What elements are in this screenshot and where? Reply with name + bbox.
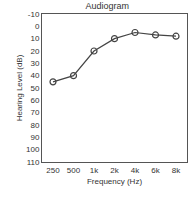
svg-text:20: 20 [30,47,39,56]
svg-text:Frequency (Hz): Frequency (Hz) [87,177,142,186]
svg-text:Audiogram: Audiogram [85,1,129,11]
svg-text:30: 30 [30,59,39,68]
svg-text:60: 60 [30,96,39,105]
svg-text:2k: 2k [110,166,119,175]
svg-text:250: 250 [46,166,60,175]
svg-text:6k: 6k [151,166,160,175]
svg-text:8k: 8k [172,166,181,175]
svg-text:1k: 1k [90,166,99,175]
svg-text:90: 90 [30,133,39,142]
svg-text:10: 10 [30,34,39,43]
svg-text:80: 80 [30,121,39,130]
svg-text:100: 100 [26,145,40,154]
svg-text:70: 70 [30,108,39,117]
svg-text:110: 110 [27,158,40,167]
svg-text:0: 0 [35,22,40,31]
svg-text:50: 50 [30,84,39,93]
svg-text:Hearing Level (dB): Hearing Level (dB) [15,54,24,121]
svg-text:-10: -10 [28,10,40,19]
svg-text:40: 40 [30,71,39,80]
svg-text:4k: 4k [131,166,140,175]
svg-text:500: 500 [67,166,81,175]
